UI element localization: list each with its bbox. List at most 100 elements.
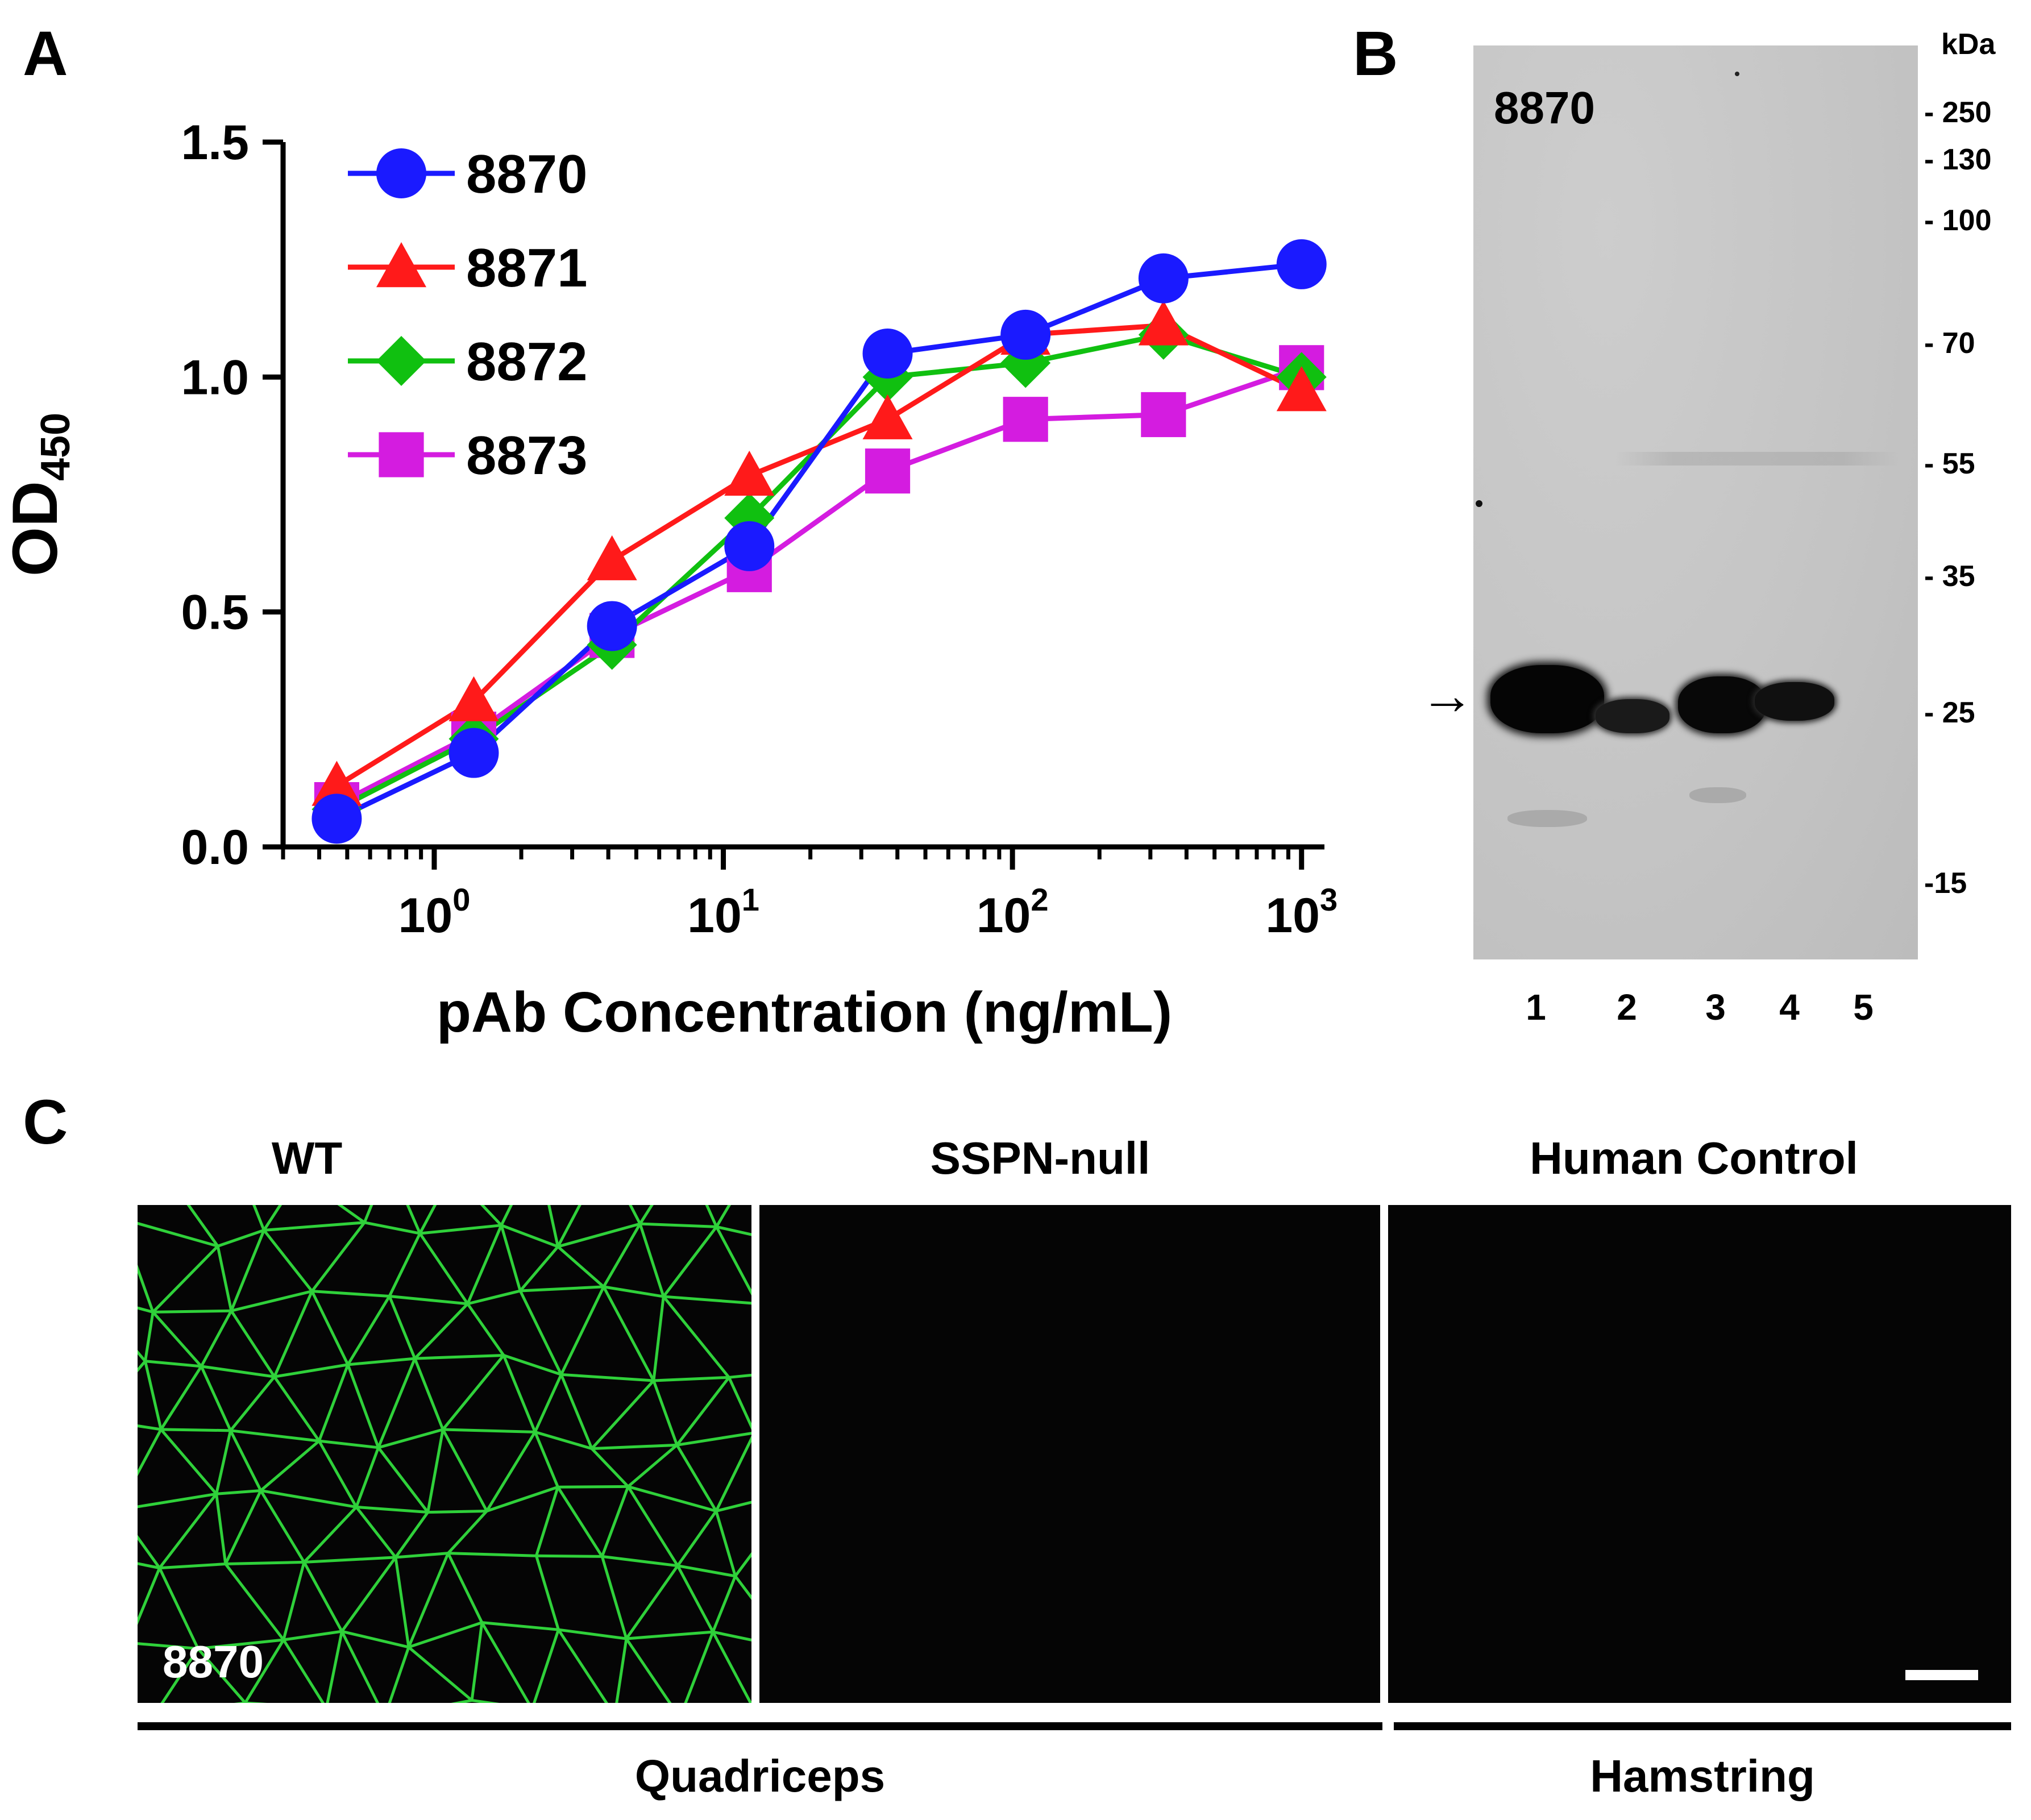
if-image-human-control xyxy=(1388,1205,2011,1703)
legend-label: 8873 xyxy=(466,425,588,486)
fiber-membrane xyxy=(224,1489,263,1566)
fiber-membrane xyxy=(446,1552,484,1624)
fiber-membrane xyxy=(229,1375,276,1432)
fiber-membrane xyxy=(394,1552,450,1559)
fiber-membrane xyxy=(451,1699,474,1703)
fiber-membrane xyxy=(230,1290,314,1312)
data-point xyxy=(311,761,362,806)
fiber-membrane xyxy=(441,1428,488,1512)
fiber-membrane xyxy=(310,1221,366,1293)
fiber-membrane xyxy=(715,1205,731,1228)
fiber-membrane xyxy=(377,1357,417,1449)
fiber-membrane xyxy=(138,1205,154,1218)
western-blot-membrane: 8870 xyxy=(1473,45,1918,959)
y-tick-label: 1.0 xyxy=(181,350,249,405)
fiber-membrane xyxy=(518,1285,605,1293)
fiber-membrane xyxy=(158,1492,218,1570)
fiber-membrane xyxy=(500,1224,522,1293)
fiber-membrane xyxy=(355,1505,430,1514)
fiber-membrane xyxy=(158,1563,227,1570)
fiber-membrane xyxy=(413,1353,505,1360)
ladder-marker-55: - 55 xyxy=(1924,447,1975,480)
fiber-membrane xyxy=(138,1306,155,1314)
fiber-membrane xyxy=(388,1232,422,1298)
fiber-membrane xyxy=(363,1205,373,1224)
fiber-membrane xyxy=(200,1365,232,1432)
fiber-membrane xyxy=(602,1285,665,1298)
fiber-membrane xyxy=(676,1509,718,1568)
lane-number-4: 4 xyxy=(1779,987,1800,1028)
fiber-membrane xyxy=(711,1574,737,1634)
fiber-membrane xyxy=(446,1509,488,1555)
x-tick-label: 101 xyxy=(687,882,759,943)
fiber-membrane xyxy=(418,1205,437,1235)
data-point xyxy=(448,676,499,721)
fiber-membrane xyxy=(363,1221,422,1235)
data-point xyxy=(1138,300,1189,346)
fiber-membrane xyxy=(200,1365,276,1378)
fiber-membrane xyxy=(676,1564,737,1578)
fiber-membrane xyxy=(159,1365,203,1431)
fiber-membrane xyxy=(138,1701,154,1703)
fiber-membrane xyxy=(600,1555,628,1640)
lane-number-3: 3 xyxy=(1705,987,1726,1028)
panel-label-b: B xyxy=(1353,19,1398,89)
fiber-membrane xyxy=(326,1630,343,1703)
fiber-membrane xyxy=(625,1637,672,1703)
fiber-membrane xyxy=(684,1630,715,1703)
fiber-membrane xyxy=(259,1489,358,1509)
column-title-wt: WT xyxy=(271,1133,343,1183)
fiber-membrane xyxy=(377,1446,430,1514)
x-tick-label: 100 xyxy=(398,882,471,943)
x-tick-label: 102 xyxy=(977,882,1049,943)
fiber-membrane xyxy=(355,1446,380,1509)
faint-band-55 xyxy=(1615,452,1900,466)
ladder-marker-250: - 250 xyxy=(1924,96,1992,129)
fiber-membrane xyxy=(229,1429,263,1492)
fiber-membrane xyxy=(715,1435,751,1512)
data-point xyxy=(1276,366,1327,412)
fiber-membrane xyxy=(626,1443,679,1488)
ladder-marker-25: - 25 xyxy=(1924,696,1975,729)
fiber-membrane xyxy=(502,1353,563,1376)
fiber-membrane xyxy=(441,1428,537,1433)
fiber-membrane xyxy=(317,1363,350,1443)
fiber-membrane xyxy=(500,1205,513,1227)
fiber-membrane xyxy=(518,1245,560,1293)
fiber-membrane xyxy=(138,1350,147,1363)
fiber-membrane xyxy=(273,1375,321,1443)
data-point xyxy=(724,521,775,571)
data-point xyxy=(379,432,424,477)
fiber-membrane xyxy=(138,1492,218,1509)
fiber-membrane xyxy=(413,1357,445,1431)
ladder-marker-100: - 100 xyxy=(1924,204,1992,237)
fiber-membrane xyxy=(407,1646,474,1702)
fiber-membrane xyxy=(224,1563,285,1642)
fiber-membrane xyxy=(652,1379,679,1447)
band-lane-3 xyxy=(1678,676,1766,733)
series-line-8873 xyxy=(335,365,1303,807)
fiber-membrane xyxy=(407,1552,450,1649)
fiber-membrane xyxy=(302,1556,397,1564)
fiber-membrane xyxy=(138,1428,163,1477)
fiber-membrane xyxy=(675,1432,751,1447)
fiber-membrane xyxy=(388,1646,410,1703)
fiber-membrane xyxy=(629,1205,642,1225)
fiber-membrane xyxy=(407,1621,484,1649)
fiber-membrane xyxy=(259,1489,306,1564)
fiber-membrane xyxy=(215,1492,227,1566)
fiber-membrane xyxy=(711,1630,751,1642)
y-axis-label: OD450 xyxy=(0,413,78,576)
fiber-membrane xyxy=(547,1205,560,1248)
data-point xyxy=(376,148,426,198)
fiber-membrane xyxy=(590,1447,630,1488)
if-image-wt: 8870 xyxy=(138,1205,751,1703)
faint-band-lane-1 xyxy=(1507,810,1587,827)
fiber-membrane xyxy=(216,1228,265,1248)
fiber-membrane xyxy=(711,1630,751,1703)
fiber-membrane xyxy=(216,1244,233,1312)
ladder-marker-70: - 70 xyxy=(1924,327,1975,360)
fiber-membrane xyxy=(355,1505,397,1559)
fiber-membrane xyxy=(485,1485,559,1512)
fiber-membrane xyxy=(727,1376,751,1430)
